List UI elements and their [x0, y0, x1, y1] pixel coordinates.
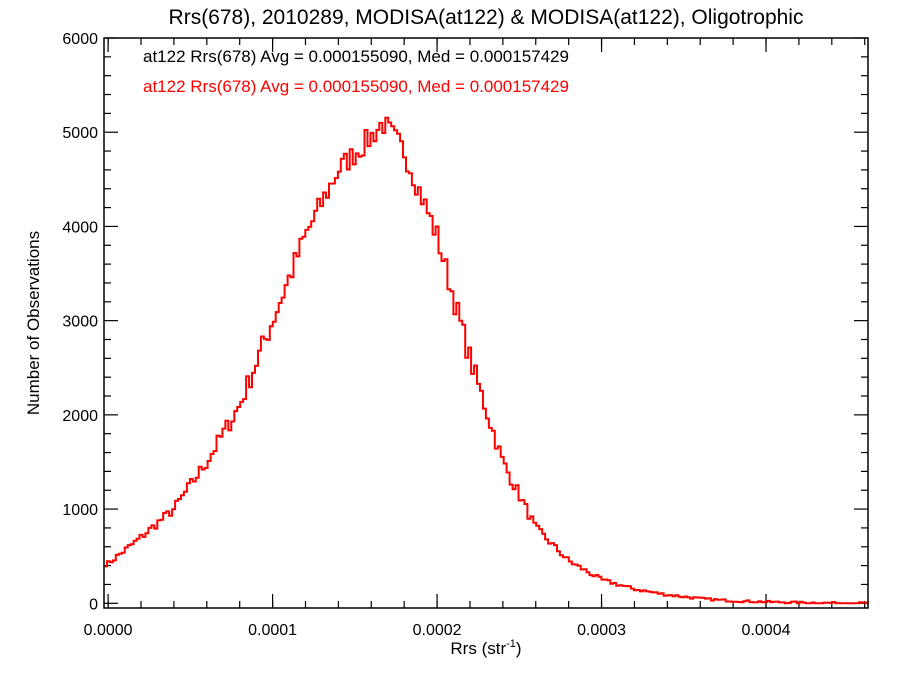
x-tick-labels: 0.0000 0.0001 0.0002 0.0003 0.0004 — [84, 622, 791, 639]
x-axis-label-close: ) — [516, 639, 522, 658]
x-axis-label-main: Rrs (str — [450, 639, 506, 658]
histogram-series-line — [104, 116, 869, 605]
x-tick-label: 0.0000 — [84, 622, 133, 639]
legend-entry-red: at122 Rrs(678) Avg = 0.000155090, Med = … — [143, 77, 569, 96]
chart-title: Rrs(678), 2010289, MODISA(at122) & MODIS… — [169, 6, 804, 29]
x-axis-label: Rrs (str-1) — [450, 638, 521, 658]
y-tick-label: 2000 — [62, 408, 98, 425]
legend-entry-black: at122 Rrs(678) Avg = 0.000155090, Med = … — [143, 47, 569, 66]
y-tick-labels: 0 1000 2000 3000 4000 5000 6000 — [62, 31, 98, 613]
x-tick-label: 0.0003 — [577, 622, 626, 639]
x-tick-label: 0.0004 — [742, 622, 791, 639]
axis-ticks — [104, 37, 868, 608]
x-tick-label: 0.0002 — [413, 622, 462, 639]
y-tick-label: 4000 — [62, 219, 98, 236]
y-tick-label: 1000 — [62, 502, 98, 519]
y-tick-label: 6000 — [62, 31, 98, 48]
x-tick-label: 0.0001 — [248, 622, 297, 639]
x-axis-label-superscript: -1 — [506, 638, 516, 650]
y-tick-label: 3000 — [62, 314, 98, 331]
y-axis-label: Number of Observations — [24, 231, 43, 415]
y-tick-label: 0 — [89, 596, 98, 613]
y-tick-label: 5000 — [62, 125, 98, 142]
plot-frame — [103, 37, 869, 609]
